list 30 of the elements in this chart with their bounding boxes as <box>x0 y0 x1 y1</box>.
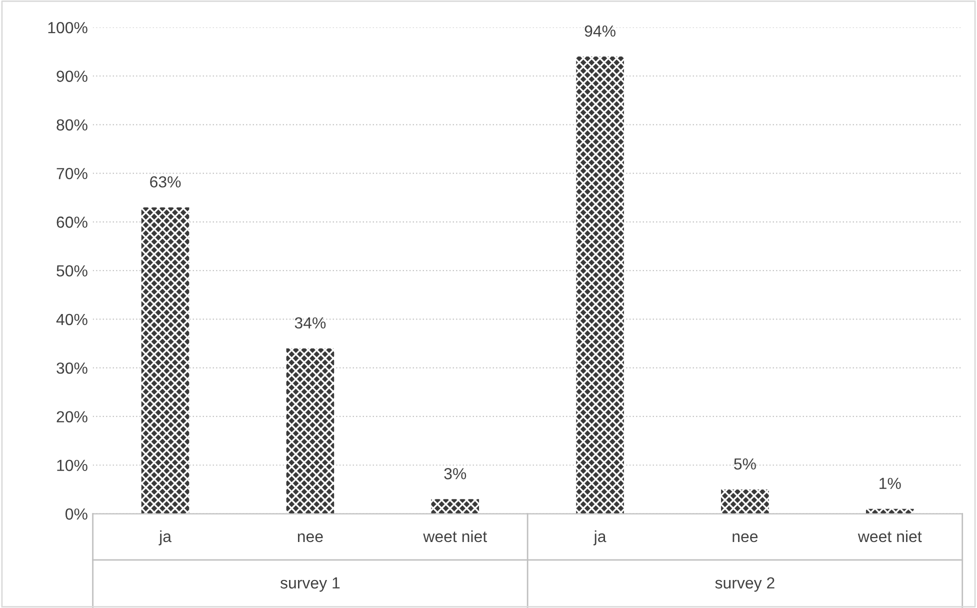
y-tick-label: 100% <box>48 22 88 34</box>
data-label: 63% <box>150 176 181 188</box>
x-tick-label: ja <box>593 530 606 546</box>
y-tick-label: 60% <box>56 216 88 228</box>
x-tick-label: ja <box>158 530 172 546</box>
data-label: 94% <box>584 25 616 37</box>
text: survey 1 <box>280 577 340 592</box>
y-tick-label: 50% <box>56 265 88 277</box>
text: survey 2 <box>715 577 774 592</box>
x-tick-label: weet niet <box>423 530 487 542</box>
data-label: 1% <box>880 478 901 490</box>
bar <box>721 489 769 514</box>
bar <box>576 56 624 514</box>
y-tick-label: 0% <box>65 508 88 520</box>
x-tick-label: weet niet <box>858 530 922 542</box>
y-tick-label: 20% <box>56 411 88 422</box>
data-label: 3% <box>444 468 466 480</box>
x-tick-label: nee <box>732 533 758 542</box>
x-tick-label: nee <box>298 533 323 542</box>
y-tick-label: 10% <box>57 460 88 472</box>
bar <box>141 207 190 514</box>
bar <box>286 348 334 514</box>
y-tick-label: 80% <box>56 119 88 131</box>
y-tick-label: 70% <box>56 168 88 180</box>
y-tick-label: 30% <box>56 362 88 374</box>
data-label: 34% <box>294 317 326 329</box>
bar <box>431 499 480 514</box>
data-label: 5% <box>734 458 756 470</box>
y-tick-label: 40% <box>56 314 88 326</box>
y-tick-label: 90% <box>56 70 88 82</box>
